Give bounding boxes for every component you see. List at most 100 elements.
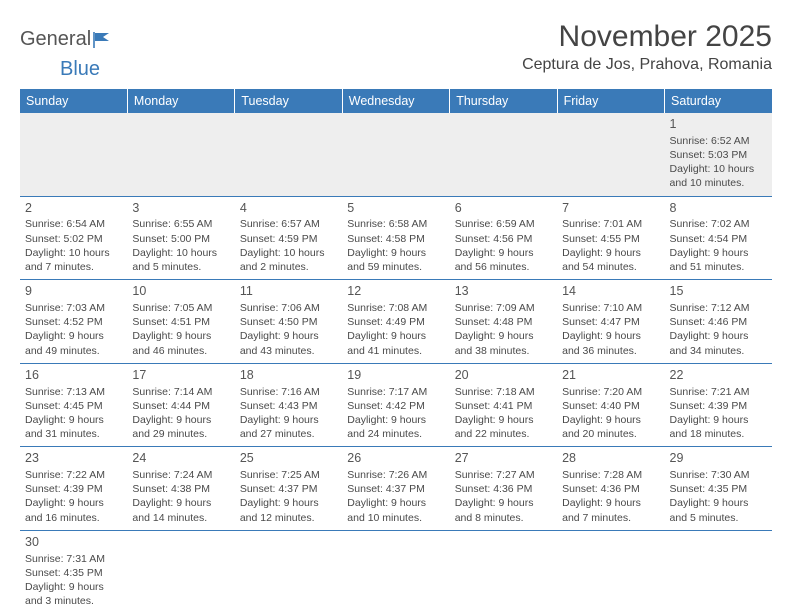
cell-text: and 20 minutes.	[562, 427, 659, 441]
cell-text: and 10 minutes.	[347, 511, 444, 525]
month-title: November 2025	[522, 20, 772, 54]
cell-text: Daylight: 9 hours	[240, 329, 337, 343]
calendar-cell	[342, 113, 449, 196]
calendar-week: 2Sunrise: 6:54 AMSunset: 5:02 PMDaylight…	[20, 196, 772, 280]
cell-text: Sunrise: 7:03 AM	[25, 301, 122, 315]
cell-text: and 10 minutes.	[670, 176, 767, 190]
cell-text: Daylight: 9 hours	[455, 496, 552, 510]
cell-text: and 8 minutes.	[455, 511, 552, 525]
cell-text: Daylight: 9 hours	[347, 496, 444, 510]
cell-text: Sunset: 5:02 PM	[25, 232, 122, 246]
cell-text: Sunrise: 7:02 AM	[670, 217, 767, 231]
cell-text: and 7 minutes.	[562, 511, 659, 525]
day-number: 9	[25, 283, 122, 300]
cell-text: and 41 minutes.	[347, 344, 444, 358]
cell-text: Daylight: 9 hours	[25, 329, 122, 343]
calendar-cell: 20Sunrise: 7:18 AMSunset: 4:41 PMDayligh…	[450, 363, 557, 447]
calendar-cell: 26Sunrise: 7:26 AMSunset: 4:37 PMDayligh…	[342, 447, 449, 531]
cell-text: Sunset: 4:38 PM	[132, 482, 229, 496]
calendar-week: 1Sunrise: 6:52 AMSunset: 5:03 PMDaylight…	[20, 113, 772, 196]
calendar-cell: 5Sunrise: 6:58 AMSunset: 4:58 PMDaylight…	[342, 196, 449, 280]
cell-text: Daylight: 9 hours	[25, 496, 122, 510]
title-block: November 2025 Ceptura de Jos, Prahova, R…	[522, 20, 772, 80]
cell-text: Sunrise: 7:09 AM	[455, 301, 552, 315]
calendar-cell	[557, 530, 664, 613]
cell-text: Sunset: 4:35 PM	[670, 482, 767, 496]
day-number: 8	[670, 200, 767, 217]
cell-text: and 24 minutes.	[347, 427, 444, 441]
cell-text: Sunset: 4:40 PM	[562, 399, 659, 413]
day-number: 30	[25, 534, 122, 551]
cell-text: Sunset: 4:46 PM	[670, 315, 767, 329]
cell-text: Sunrise: 6:55 AM	[132, 217, 229, 231]
day-number: 14	[562, 283, 659, 300]
cell-text: Daylight: 9 hours	[132, 413, 229, 427]
cell-text: Sunrise: 6:59 AM	[455, 217, 552, 231]
cell-text: and 12 minutes.	[240, 511, 337, 525]
day-number: 1	[670, 116, 767, 133]
calendar-cell: 15Sunrise: 7:12 AMSunset: 4:46 PMDayligh…	[665, 280, 772, 364]
cell-text: Sunrise: 7:30 AM	[670, 468, 767, 482]
calendar-cell	[235, 530, 342, 613]
cell-text: Sunset: 4:52 PM	[25, 315, 122, 329]
cell-text: Sunrise: 6:58 AM	[347, 217, 444, 231]
cell-text: Sunrise: 7:13 AM	[25, 385, 122, 399]
cell-text: Daylight: 9 hours	[562, 413, 659, 427]
calendar-cell	[665, 530, 772, 613]
cell-text: and 14 minutes.	[132, 511, 229, 525]
calendar-cell: 28Sunrise: 7:28 AMSunset: 4:36 PMDayligh…	[557, 447, 664, 531]
cell-text: Sunset: 4:41 PM	[455, 399, 552, 413]
calendar-cell	[235, 113, 342, 196]
col-sunday: Sunday	[20, 89, 127, 113]
cell-text: and 5 minutes.	[670, 511, 767, 525]
day-number: 12	[347, 283, 444, 300]
cell-text: Sunrise: 6:57 AM	[240, 217, 337, 231]
calendar-week: 23Sunrise: 7:22 AMSunset: 4:39 PMDayligh…	[20, 447, 772, 531]
cell-text: Sunset: 4:55 PM	[562, 232, 659, 246]
calendar-cell	[557, 113, 664, 196]
day-number: 23	[25, 450, 122, 467]
cell-text: Sunrise: 7:01 AM	[562, 217, 659, 231]
calendar-cell: 16Sunrise: 7:13 AMSunset: 4:45 PMDayligh…	[20, 363, 127, 447]
cell-text: Sunset: 4:37 PM	[240, 482, 337, 496]
day-number: 13	[455, 283, 552, 300]
cell-text: and 31 minutes.	[25, 427, 122, 441]
day-number: 3	[132, 200, 229, 217]
cell-text: Daylight: 9 hours	[670, 496, 767, 510]
cell-text: Sunrise: 7:31 AM	[25, 552, 122, 566]
col-friday: Friday	[557, 89, 664, 113]
cell-text: Sunrise: 7:24 AM	[132, 468, 229, 482]
day-number: 18	[240, 367, 337, 384]
calendar-cell: 17Sunrise: 7:14 AMSunset: 4:44 PMDayligh…	[127, 363, 234, 447]
day-number: 7	[562, 200, 659, 217]
cell-text: Sunrise: 7:16 AM	[240, 385, 337, 399]
cell-text: and 49 minutes.	[25, 344, 122, 358]
calendar-cell: 4Sunrise: 6:57 AMSunset: 4:59 PMDaylight…	[235, 196, 342, 280]
calendar-cell: 24Sunrise: 7:24 AMSunset: 4:38 PMDayligh…	[127, 447, 234, 531]
cell-text: Daylight: 9 hours	[670, 413, 767, 427]
cell-text: Sunset: 4:47 PM	[562, 315, 659, 329]
location: Ceptura de Jos, Prahova, Romania	[522, 56, 772, 74]
cell-text: Daylight: 9 hours	[455, 329, 552, 343]
day-number: 11	[240, 283, 337, 300]
cell-text: and 7 minutes.	[25, 260, 122, 274]
col-thursday: Thursday	[450, 89, 557, 113]
cell-text: Sunrise: 6:54 AM	[25, 217, 122, 231]
day-number: 10	[132, 283, 229, 300]
day-number: 24	[132, 450, 229, 467]
calendar-cell	[127, 113, 234, 196]
calendar-cell: 30Sunrise: 7:31 AMSunset: 4:35 PMDayligh…	[20, 530, 127, 613]
calendar-cell: 2Sunrise: 6:54 AMSunset: 5:02 PMDaylight…	[20, 196, 127, 280]
day-number: 29	[670, 450, 767, 467]
cell-text: Sunset: 4:39 PM	[670, 399, 767, 413]
cell-text: Sunset: 4:58 PM	[347, 232, 444, 246]
cell-text: and 18 minutes.	[670, 427, 767, 441]
calendar-cell: 10Sunrise: 7:05 AMSunset: 4:51 PMDayligh…	[127, 280, 234, 364]
cell-text: Daylight: 9 hours	[562, 329, 659, 343]
calendar-cell: 29Sunrise: 7:30 AMSunset: 4:35 PMDayligh…	[665, 447, 772, 531]
cell-text: Daylight: 9 hours	[347, 246, 444, 260]
cell-text: Sunrise: 7:14 AM	[132, 385, 229, 399]
cell-text: Sunrise: 7:26 AM	[347, 468, 444, 482]
cell-text: Sunset: 4:45 PM	[25, 399, 122, 413]
cell-text: Sunset: 4:44 PM	[132, 399, 229, 413]
